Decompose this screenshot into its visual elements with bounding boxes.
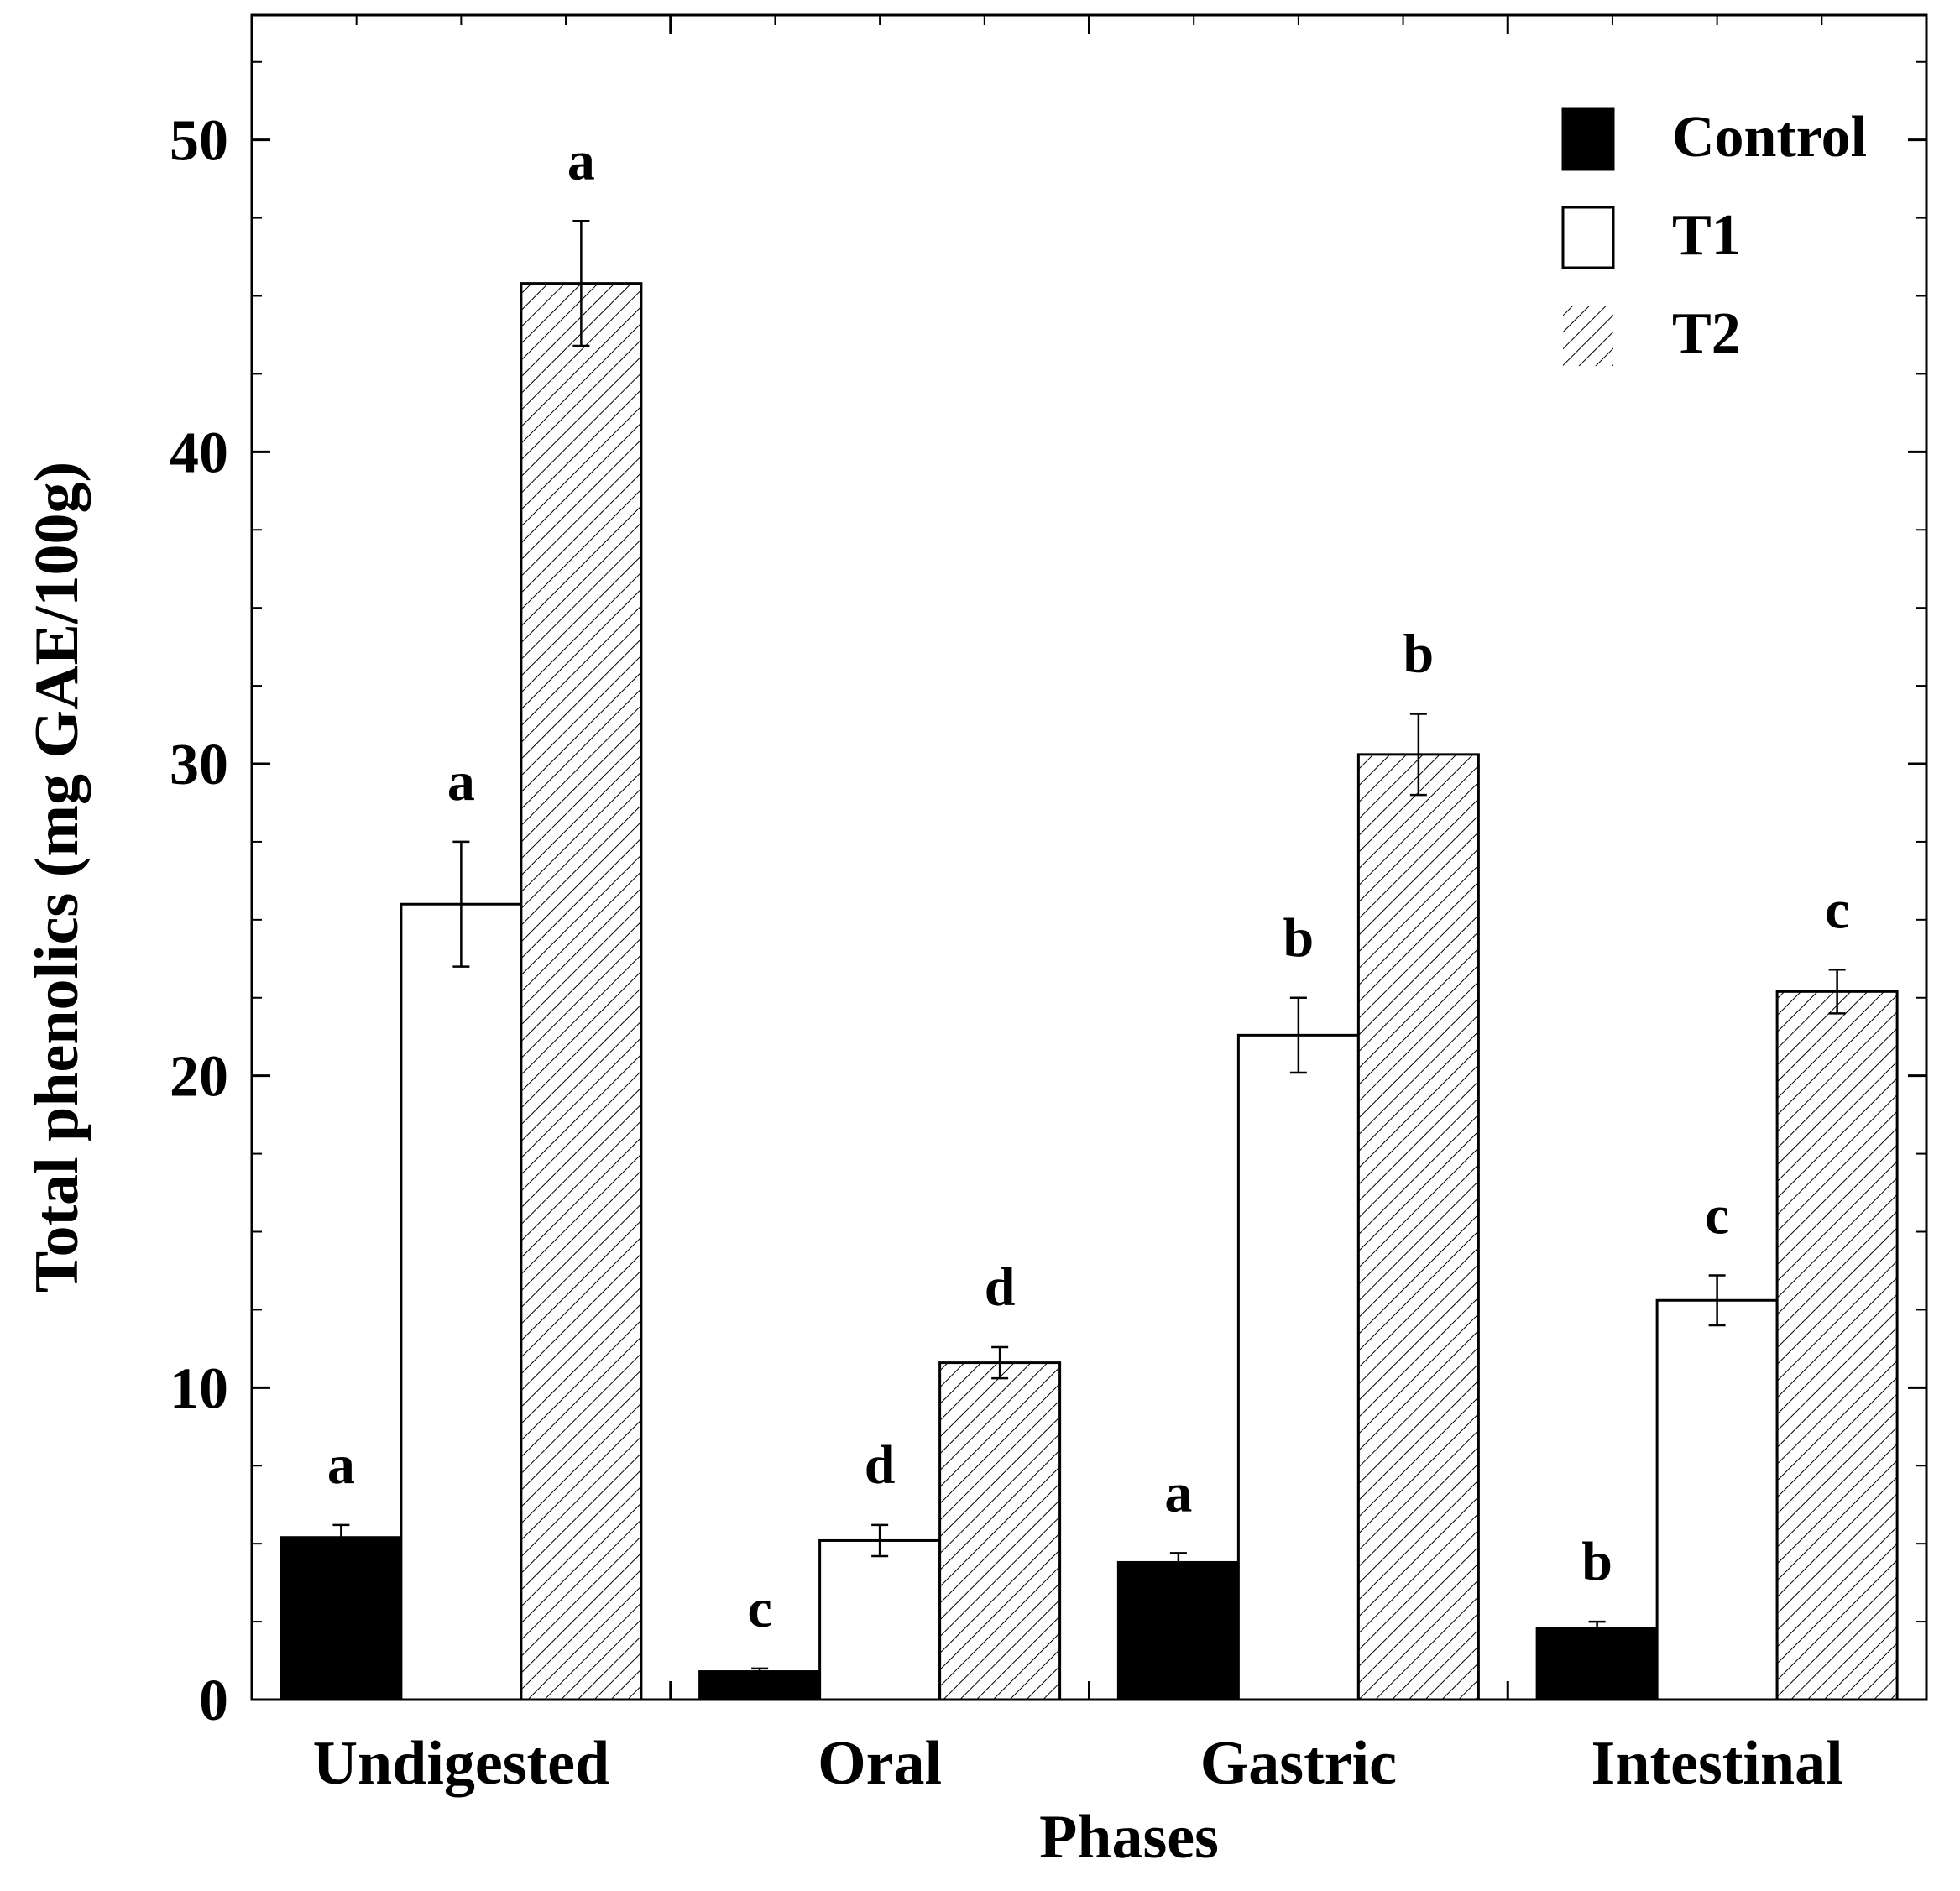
x-tick-label: Intestinal <box>1592 1729 1843 1798</box>
legend-swatch-t1 <box>1561 206 1615 269</box>
y-tick-label: 50 <box>170 109 228 174</box>
y-tick-label: 20 <box>170 1045 228 1110</box>
significance-letter: a <box>1164 1462 1192 1523</box>
legend-label-control: Control <box>1672 105 1867 170</box>
significance-letter: d <box>865 1434 896 1496</box>
y-tick-label: 30 <box>170 733 228 797</box>
legend-label-t2: T2 <box>1672 301 1741 366</box>
bar-t1-oral <box>818 1538 942 1701</box>
bar-t2-oral <box>938 1361 1062 1701</box>
legend-swatch-control <box>1561 107 1615 171</box>
bar-control-oral <box>698 1670 822 1701</box>
bar-t1-intestinal <box>1655 1298 1779 1701</box>
significance-letter: d <box>985 1256 1016 1318</box>
bar-control-undigested <box>280 1536 403 1701</box>
bar-t1-undigested <box>400 902 523 1701</box>
significance-letter: b <box>1283 907 1315 969</box>
bar-t1-gastric <box>1236 1033 1360 1701</box>
legend-label-t1: T1 <box>1672 203 1741 268</box>
significance-letter: c <box>1705 1185 1729 1246</box>
x-axis-title: Phases <box>1039 1803 1219 1872</box>
significance-letter: c <box>1825 879 1849 940</box>
x-tick-label: Oral <box>818 1729 942 1798</box>
bar-control-intestinal <box>1535 1627 1659 1701</box>
significance-letter: a <box>447 751 475 812</box>
y-tick-label: 10 <box>170 1356 228 1421</box>
x-tick-label: Gastric <box>1200 1729 1397 1798</box>
x-tick-label: Undigested <box>313 1729 610 1798</box>
y-tick-label: 40 <box>170 421 228 485</box>
significance-letter: c <box>747 1578 771 1639</box>
bar-t2-gastric <box>1356 753 1480 1701</box>
bar-t2-undigested <box>520 282 643 1701</box>
bar-t2-intestinal <box>1775 990 1899 1701</box>
significance-letter: b <box>1403 624 1435 685</box>
y-tick-label: 0 <box>199 1669 228 1733</box>
legend-swatch-t2 <box>1563 306 1613 366</box>
significance-letter: b <box>1581 1531 1612 1592</box>
significance-letter: a <box>327 1434 355 1496</box>
y-axis-title: Total phenolics (mg GAE/100g) <box>23 462 91 1293</box>
bar-control-gastric <box>1116 1560 1240 1701</box>
significance-letter: a <box>567 130 595 191</box>
